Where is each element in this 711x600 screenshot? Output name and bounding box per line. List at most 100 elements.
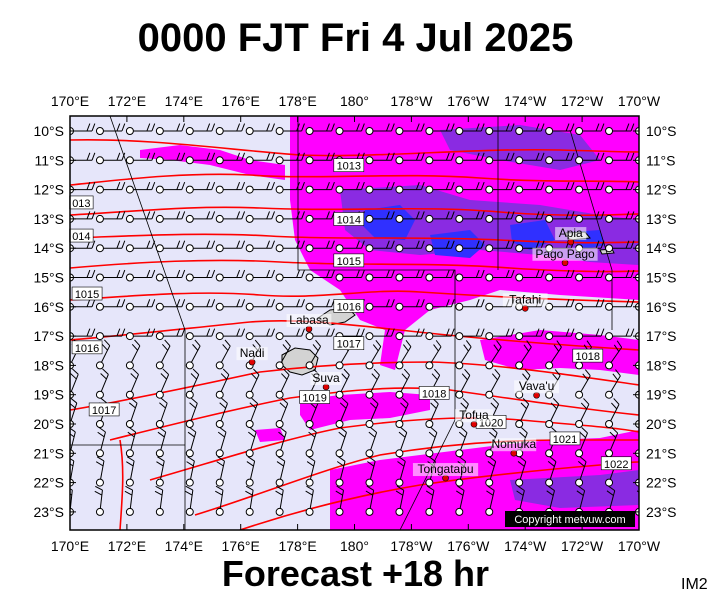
wind-barb [515,123,545,135]
wind-barb [125,299,156,311]
svg-text:Pago Pago: Pago Pago [535,247,595,261]
wind-barb [365,152,395,165]
wind-barb [605,369,621,399]
svg-text:1016: 1016 [75,343,99,355]
wind-barb [275,299,305,311]
wind-barb [425,211,455,223]
wind-barb [545,299,575,311]
isobar-label: 1019 [299,390,330,405]
isobar-labels: 1013 013 1014 014 1015 1015 1016 1016 1017 1018 10… [69,158,632,471]
wind-barb [545,181,575,194]
wind-barb [395,485,405,516]
wind-barb [215,211,246,223]
isobar-label: 014 [69,228,94,243]
wind-barb [215,426,227,458]
wind-barb [545,123,575,135]
wind-barb [124,485,134,516]
wind-barb [365,269,395,282]
rain-area-south [300,392,430,430]
rain-area-southwest [255,428,285,442]
lon-label-bottom: 176°E [222,538,260,554]
wind-barb [95,426,106,458]
wind-barb [215,240,246,253]
wind-barb [125,368,139,399]
wind-barb [395,397,409,428]
isobar-label: 1017 [88,402,120,417]
wind-barb [335,181,365,194]
wind-barb [95,456,105,487]
wind-barb [395,152,425,165]
wind-barb [155,426,167,458]
wind-barb [605,240,635,253]
wind-barb [545,398,560,428]
place-marker: Nadi [236,346,268,366]
wind-barb [515,211,545,223]
wind-barb [455,299,485,311]
wind-barb [485,152,515,165]
wind-barb [395,123,425,135]
wind-barb [575,211,605,223]
wind-barb [245,328,275,341]
wind-barb [365,485,375,516]
wind-barb [395,340,412,370]
wind-barb [125,456,135,487]
svg-text:1017: 1017 [337,339,361,351]
longitude-labels-top: 170°E 172°E 174°E 176°E 178°E 180° 178°W 176°W 1… [51,93,661,109]
wind-barb [335,397,349,428]
lat-label-right: 18°S [646,357,677,373]
wind-barb [455,269,485,282]
wind-barb [395,328,425,341]
isobar-line [70,173,639,186]
wind-barb [95,152,126,165]
wind-barb [125,397,138,428]
lat-label-left: 17°S [33,328,64,344]
lat-label-left: 19°S [33,387,64,403]
isobar-label: 1018 [418,386,450,400]
wind-barb [365,456,376,487]
wind-barb [95,368,109,399]
wind-barb [215,269,246,282]
lon-label-top: 174°W [504,93,547,109]
wind-barb [425,152,455,165]
wind-barb [575,152,605,165]
boundary-lines [70,116,613,530]
svg-text:014: 014 [72,231,90,243]
wind-barb [515,398,530,428]
wind-barb [545,328,575,341]
wind-barb [155,181,186,194]
wind-barb [184,485,194,516]
latitude-labels-right: 10°S 11°S 12°S 13°S 14°S 15°S 16°S 17°S 18°S 19°S… [646,123,677,520]
wind-barb [455,240,485,253]
wind-barb [485,485,495,516]
wind-barb [275,397,289,428]
wind-barb [94,485,104,516]
svg-text:1013: 1013 [337,161,361,173]
svg-text:Suva: Suva [312,371,340,385]
isobar-label: 1014 [333,212,365,227]
wind-barb [185,299,216,311]
lat-label-left: 15°S [33,270,64,286]
lon-label-top: 172°W [561,93,604,109]
wind-barb [485,269,515,282]
lat-label-left: 14°S [33,240,64,256]
isobar-line [70,206,639,217]
isobar-label: 1021 [549,431,581,446]
wind-barb [605,340,623,370]
wind-barb [155,339,171,370]
wind-barb [215,368,230,399]
wind-barb [515,328,545,341]
wind-barb [335,485,345,516]
axis-ticks [69,116,640,530]
wind-barb [305,240,335,253]
wind-barb [215,181,246,194]
wind-barb [575,181,605,194]
wind-barb [185,456,195,487]
lon-label-top: 174°E [165,93,203,109]
lat-label-left: 10°S [33,123,64,139]
lat-label-left: 12°S [33,182,64,198]
lon-label-top: 178°W [390,93,433,109]
wind-barb [275,240,305,253]
lat-label-left: 11°S [35,152,64,168]
wind-barb [395,211,425,223]
